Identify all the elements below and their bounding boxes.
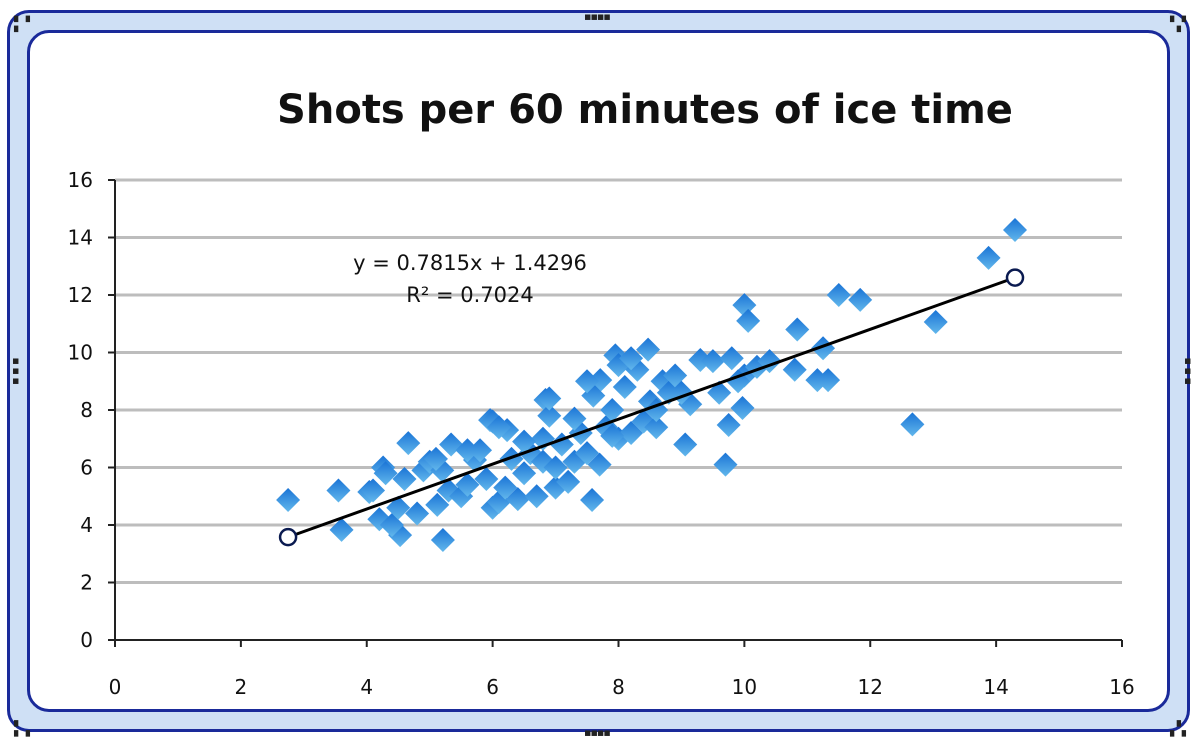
data-point xyxy=(361,478,386,503)
resize-handle-top-right[interactable]: ▘▝ ▝ xyxy=(1170,16,1186,39)
data-point xyxy=(474,467,499,491)
data-point xyxy=(575,441,600,466)
y-tick-label: 2 xyxy=(80,571,93,595)
data-point xyxy=(673,432,698,457)
resize-handle-top-left[interactable]: ▘▝ ▘ xyxy=(14,16,30,39)
x-tick-label: 8 xyxy=(612,675,625,699)
trendline-start-marker xyxy=(278,527,298,547)
y-tick-label: 16 xyxy=(68,168,93,192)
data-point xyxy=(811,336,836,361)
resize-handle-right[interactable]: ▪ ▪ ▪ xyxy=(1184,354,1192,387)
data-point xyxy=(543,455,568,480)
data-point xyxy=(556,469,581,494)
x-tick-label: 16 xyxy=(1109,675,1134,699)
data-point xyxy=(512,461,537,486)
x-tick-label: 10 xyxy=(732,675,757,699)
y-tick-label: 8 xyxy=(80,398,93,422)
data-point xyxy=(600,423,625,448)
data-point xyxy=(976,245,1001,270)
data-point xyxy=(396,431,421,456)
data-point xyxy=(619,421,644,445)
x-tick-label: 0 xyxy=(109,675,122,699)
data-point xyxy=(587,452,612,477)
x-tick-label: 4 xyxy=(360,675,373,699)
data-point xyxy=(455,438,480,463)
trendline xyxy=(287,276,1016,539)
data-point xyxy=(425,492,450,517)
data-point xyxy=(326,478,351,503)
resize-handle-bottom-right[interactable]: ▗ ▖▗ xyxy=(1170,714,1186,737)
data-point xyxy=(719,346,744,371)
data-point xyxy=(730,395,755,420)
y-tick-label: 0 xyxy=(80,628,93,652)
resize-handle-bottom[interactable]: ▪▪▪▪ xyxy=(584,726,611,739)
data-point xyxy=(732,293,757,318)
data-point xyxy=(486,415,511,440)
data-point xyxy=(537,386,562,411)
data-point xyxy=(386,495,411,520)
data-point xyxy=(505,487,530,512)
data-point xyxy=(848,287,873,312)
data-point xyxy=(612,375,637,399)
data-point xyxy=(900,412,925,437)
trendline-equation: y = 0.7815x + 1.4296 xyxy=(353,251,587,275)
y-tick-label: 14 xyxy=(68,226,93,250)
data-point xyxy=(329,517,354,542)
data-point xyxy=(373,461,398,486)
data-point xyxy=(468,438,493,463)
data-point xyxy=(562,406,587,431)
data-point xyxy=(1003,218,1028,243)
data-point xyxy=(826,283,851,307)
data-point xyxy=(644,415,669,440)
y-tick-label: 12 xyxy=(68,283,93,307)
y-tick-label: 6 xyxy=(80,456,93,480)
data-point xyxy=(405,501,430,526)
data-point xyxy=(455,472,480,497)
x-tick-label: 2 xyxy=(235,675,248,699)
chart-title: Shots per 60 minutes of ice time xyxy=(277,87,1013,133)
x-tick-label: 6 xyxy=(486,675,499,699)
data-point xyxy=(619,346,644,371)
data-point xyxy=(580,487,605,512)
data-point xyxy=(600,398,625,422)
data-point xyxy=(276,487,301,512)
resize-handle-top[interactable]: ▪▪▪▪ xyxy=(584,10,611,23)
data-point xyxy=(700,349,725,374)
data-point xyxy=(716,412,741,437)
data-point xyxy=(785,317,810,342)
data-point xyxy=(493,475,518,500)
data-point xyxy=(575,369,600,394)
data-point xyxy=(923,310,948,335)
data-point xyxy=(636,337,661,362)
data-point xyxy=(430,527,455,552)
y-tick-label: 10 xyxy=(68,341,93,365)
resize-handle-left[interactable]: ▪ ▪ ▪ xyxy=(12,354,20,387)
data-point xyxy=(512,429,537,454)
resize-handle-bottom-left[interactable]: ▖ ▖▗ xyxy=(14,714,30,737)
trendline-end-marker xyxy=(1005,268,1025,287)
y-tick-label: 4 xyxy=(80,513,93,537)
trendline-r-squared: R² = 0.7024 xyxy=(406,283,533,307)
x-tick-label: 12 xyxy=(858,675,883,699)
data-point xyxy=(782,357,807,382)
data-point xyxy=(392,467,417,491)
x-tick-label: 14 xyxy=(983,675,1008,699)
data-point xyxy=(713,452,738,477)
data-point xyxy=(816,368,841,393)
data-point xyxy=(537,403,562,428)
data-point xyxy=(524,484,549,509)
data-point xyxy=(423,446,448,471)
data-point xyxy=(736,308,761,333)
